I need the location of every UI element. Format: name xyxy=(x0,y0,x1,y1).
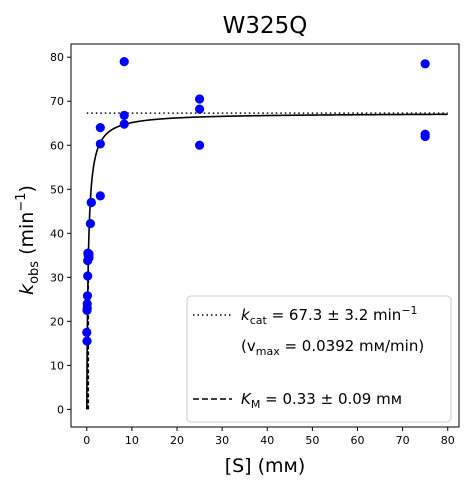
data-point xyxy=(84,252,94,263)
y-tick-label: 30 xyxy=(50,271,64,284)
data-point xyxy=(194,94,205,104)
data-point xyxy=(119,57,129,67)
x-tick-label: 80 xyxy=(441,434,455,447)
legend-vmax-label: (vmax = 0.0392 mм/min) xyxy=(241,337,424,358)
x-tick-label: 40 xyxy=(260,434,274,447)
data-point xyxy=(95,139,105,149)
data-point xyxy=(86,197,96,208)
y-tick-label: 0 xyxy=(57,403,64,416)
data-point xyxy=(119,110,129,120)
data-point xyxy=(82,291,93,301)
data-point xyxy=(420,131,430,142)
x-tick-label: 60 xyxy=(350,434,364,447)
x-tick-label: 0 xyxy=(83,434,90,447)
y-tick-label: 10 xyxy=(50,359,64,372)
plot-area xyxy=(82,57,448,410)
data-point xyxy=(85,219,95,229)
data-point xyxy=(194,104,205,114)
x-tick-label: 30 xyxy=(215,434,229,447)
y-tick-label: 60 xyxy=(50,139,64,152)
data-point xyxy=(119,119,129,129)
data-point xyxy=(95,191,105,201)
data-point xyxy=(82,327,92,337)
legend-frame xyxy=(186,295,452,423)
data-point xyxy=(194,140,205,150)
x-axis-title: [S] (mм) xyxy=(225,455,306,477)
legend-km-label: KM = 0.33 ± 0.09 mм xyxy=(241,390,402,411)
x-tick-label: 50 xyxy=(305,434,319,447)
data-point xyxy=(95,123,105,133)
legend: kcat = 67.3 ± 3.2 min−1 (vmax = 0.0392 m… xyxy=(186,295,452,423)
y-axis-title: kobs (min−1) xyxy=(14,185,42,295)
y-tick-label: 50 xyxy=(50,183,64,196)
y-axis-title-sub: obs xyxy=(27,261,42,284)
chart-title: W325Q xyxy=(223,13,308,39)
data-point xyxy=(82,336,92,346)
legend-kcat-label: kcat = 67.3 ± 3.2 min−1 xyxy=(241,304,418,327)
x-tick-label: 10 xyxy=(125,434,139,447)
y-tick-label: 20 xyxy=(50,315,64,328)
data-point xyxy=(420,59,430,69)
y-tick-label: 40 xyxy=(50,227,64,240)
y-tick-label: 80 xyxy=(50,51,64,64)
data-point xyxy=(83,271,93,281)
axes-frame xyxy=(70,43,460,428)
x-tick-label: 70 xyxy=(396,434,410,447)
y-axis-ticks: 0 10 20 30 40 50 60 70 80 xyxy=(50,51,71,416)
x-tick-label: 20 xyxy=(170,434,184,447)
data-point xyxy=(82,299,92,309)
y-axis-title-unit-sup: −1 xyxy=(14,192,29,211)
fit-curve xyxy=(85,113,448,410)
y-axis-title-unit-suffix: ) xyxy=(16,185,38,192)
y-axis-title-main: k xyxy=(16,283,38,295)
x-axis-ticks: 0 10 20 30 40 50 60 70 80 xyxy=(83,427,455,447)
y-axis-title-unit-prefix: (min xyxy=(16,212,38,261)
y-tick-label: 70 xyxy=(50,95,64,108)
